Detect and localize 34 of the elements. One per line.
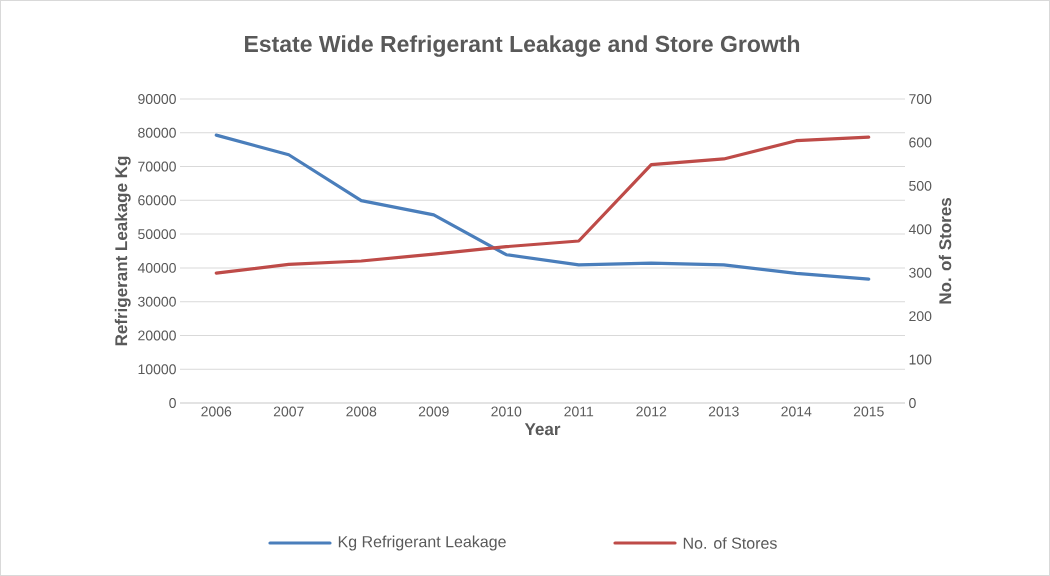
y2-axis-title: No. of Stores bbox=[938, 198, 952, 304]
y-tick-label: 80000 bbox=[138, 127, 176, 138]
x-tick-label: 2014 bbox=[781, 406, 812, 417]
y-tick-label: 0 bbox=[169, 398, 176, 408]
y-tick-label: 50000 bbox=[138, 229, 176, 240]
y2-tick-label: 700 bbox=[909, 94, 932, 104]
x-tick-label: 2007 bbox=[273, 406, 304, 417]
y-tick-label: 70000 bbox=[138, 161, 176, 172]
x-tick-label: 2009 bbox=[418, 406, 449, 417]
y2-tick-label: 300 bbox=[909, 267, 932, 278]
y-axis-title: Refrigerant Leakage Kg bbox=[114, 156, 131, 346]
x-tick-label: 2011 bbox=[564, 406, 594, 417]
y-tick-label: 10000 bbox=[138, 364, 176, 375]
y2-tick-label: 500 bbox=[909, 180, 932, 191]
y-tick-label: 30000 bbox=[138, 296, 176, 307]
x-tick-label: 2008 bbox=[346, 406, 377, 417]
legend-label: No. of Stores bbox=[683, 537, 777, 549]
y2-tick-label: 600 bbox=[909, 137, 932, 148]
x-tick-label: 2013 bbox=[708, 406, 739, 417]
y-tick-label: 60000 bbox=[138, 195, 176, 206]
x-tick-label: 2012 bbox=[636, 406, 667, 417]
y-tick-label: 20000 bbox=[138, 330, 176, 341]
x-axis-title: Year bbox=[524, 423, 561, 436]
y-tick-label: 40000 bbox=[137, 262, 176, 273]
y-tick-label: 90000 bbox=[138, 94, 176, 104]
y2-tick-label: 100 bbox=[909, 354, 932, 365]
y2-tick-label: 400 bbox=[908, 224, 932, 235]
chart-title: Estate Wide Refrigerant Leakage and Store Growth bbox=[245, 35, 800, 57]
x-tick-label: 2010 bbox=[491, 406, 522, 417]
legend-label: Kg Refrigerant Leakage bbox=[338, 535, 506, 551]
y2-tick-label: 200 bbox=[909, 311, 932, 322]
x-tick-label: 2015 bbox=[853, 406, 884, 417]
x-tick-label: 2006 bbox=[201, 406, 232, 417]
y2-tick-label: 0 bbox=[909, 398, 916, 408]
